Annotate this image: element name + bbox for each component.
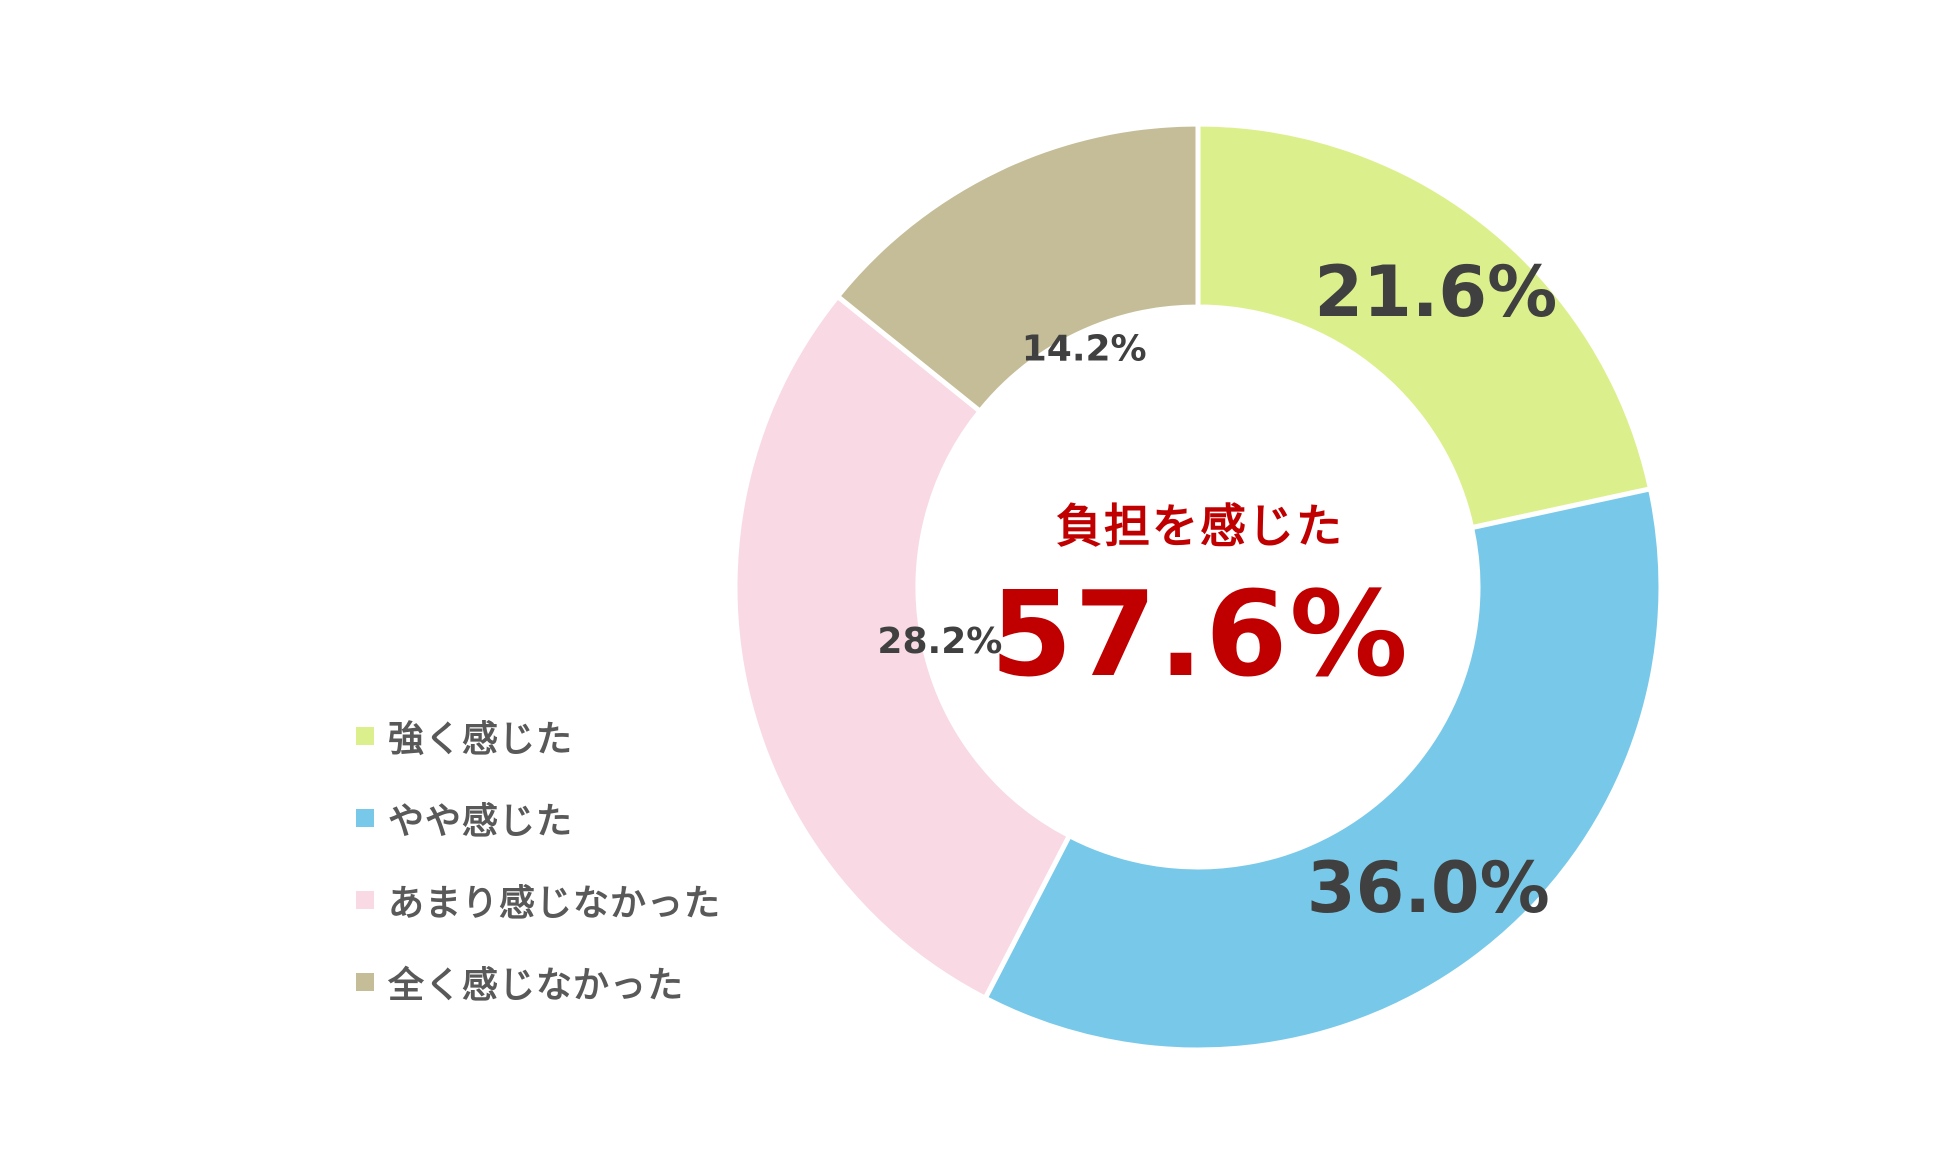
slice-not-much bbox=[732, 292, 1073, 1002]
center-annotation-title: 負担を感じた bbox=[1056, 499, 1344, 553]
legend-item-somewhat: やや感じた bbox=[356, 800, 721, 842]
legend-swatch-not-at-all bbox=[356, 973, 374, 991]
legend-label-not-much: あまり感じなかった bbox=[388, 883, 722, 924]
legend: 強く感じた やや感じた あまり感じなかった 全く感じなかった bbox=[356, 718, 721, 1006]
data-label-somewhat: 36.0% bbox=[1307, 847, 1550, 929]
legend-item-strongly: 強く感じた bbox=[356, 718, 721, 760]
data-label-not-much: 28.2% bbox=[877, 621, 1002, 662]
legend-label-not-at-all: 全く感じなかった bbox=[388, 965, 685, 1006]
legend-label-somewhat: やや感じた bbox=[388, 801, 574, 842]
slice-not-at-all bbox=[834, 121, 1201, 415]
legend-label-strongly: 強く感じた bbox=[388, 719, 574, 760]
slice-strongly bbox=[1195, 121, 1654, 531]
center-annotation-value: 57.6% bbox=[990, 565, 1410, 703]
data-label-strongly: 21.6% bbox=[1314, 251, 1557, 333]
legend-swatch-strongly bbox=[356, 727, 374, 745]
data-label-not-at-all: 14.2% bbox=[1022, 329, 1147, 370]
legend-swatch-not-much bbox=[356, 891, 374, 909]
legend-item-not-at-all: 全く感じなかった bbox=[356, 964, 721, 1006]
legend-item-not-much: あまり感じなかった bbox=[356, 882, 721, 924]
slice-somewhat bbox=[981, 485, 1664, 1053]
legend-swatch-somewhat bbox=[356, 809, 374, 827]
